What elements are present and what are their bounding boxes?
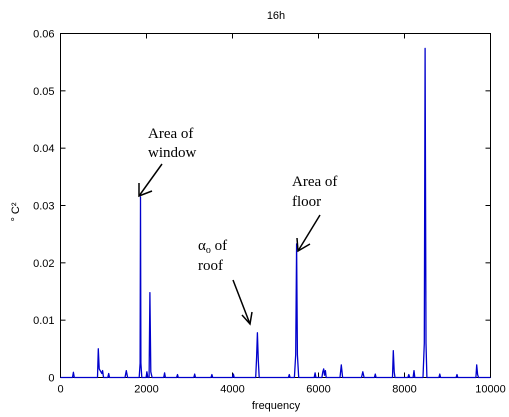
annotation-text-line: window [148,145,197,161]
x-tick-label: 10000 [475,384,506,396]
y-tick-label: 0 [48,373,54,385]
x-axis: 0 2000 4000 6000 8000 10000 [57,33,506,396]
annotation-arrow-shaft [297,214,321,252]
annotation-area-of-floor: Area of floor [292,174,337,253]
x-tick-label: 4000 [220,384,244,396]
annotation-text-line: αo of [198,238,227,256]
annotation-text-line: roof [198,258,223,274]
x-tick-label: 6000 [306,384,330,396]
y-tick-label: 0.01 [33,315,54,327]
y-tick-label: 0.05 [33,86,54,98]
x-tick-label: 2000 [134,384,158,396]
y-axis-label: ° C² [10,202,22,221]
annotation-arrow-head [138,183,153,198]
annotation-text-line: Area of [292,174,337,190]
annotation-text-line: Area of [148,126,193,142]
series-line [60,47,491,379]
x-tick-label: 0 [57,384,63,396]
plot-area-frame [60,33,491,378]
y-tick-label: 0.06 [33,29,54,41]
x-tick-label: 8000 [392,384,416,396]
annotation-arrow-head [241,311,253,326]
x-axis-label: frequency [252,400,301,412]
annotation-text-line: floor [292,194,321,210]
annotation-arrow-shaft [232,279,251,325]
annotation-area-of-window: Area of window [138,126,197,198]
y-tick-label: 0.02 [33,258,54,270]
chart-title: 16h [267,10,285,22]
annotation-alpha-of-roof: αo of roof [198,238,253,326]
annotation-arrow-shaft [138,163,163,197]
y-tick-label: 0.03 [33,201,54,213]
annotation-arrow-head [296,237,311,253]
y-tick-label: 0.04 [33,143,54,155]
y-axis: 0 0.01 0.02 0.03 0.04 0.05 0.06 [33,29,491,385]
